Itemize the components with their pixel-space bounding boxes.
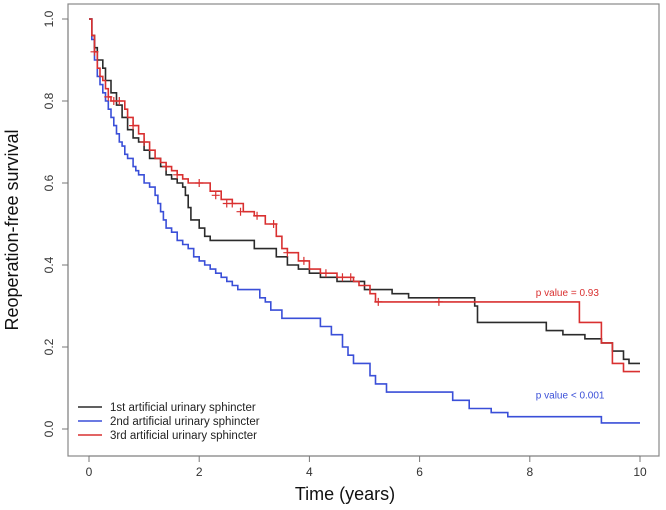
- censor-mark: [211, 191, 220, 200]
- legend-label-3rd: 3rd artificial urinary sphincter: [110, 430, 257, 442]
- censor-mark: [253, 211, 262, 220]
- censor-mark: [346, 273, 355, 282]
- y-tick-label: 0.2: [42, 338, 56, 355]
- x-tick-label: 4: [306, 465, 313, 479]
- p-value-annotation-2: p value < 0.001: [536, 390, 605, 401]
- x-tick-label: 0: [86, 465, 93, 479]
- censor-mark: [374, 297, 383, 306]
- x-tick-label: 6: [416, 465, 423, 479]
- y-tick-label: 0.0: [42, 420, 56, 437]
- censor-mark: [338, 273, 347, 282]
- legend-box: [72, 396, 302, 446]
- censor-mark: [104, 92, 113, 101]
- y-tick-label: 0.8: [42, 92, 56, 109]
- series-line-2: [89, 18, 640, 424]
- censor-mark: [236, 207, 245, 216]
- x-axis-title: Time (years): [295, 484, 395, 504]
- censor-mark: [434, 297, 443, 306]
- x-tick-label: 10: [633, 465, 647, 479]
- y-tick-label: 0.6: [42, 174, 56, 191]
- series-line-3: [89, 18, 640, 373]
- x-tick-label: 2: [196, 465, 203, 479]
- censor-mark: [115, 97, 124, 105]
- censor-mark: [90, 47, 99, 56]
- y-axis: 0.0 0.2 0.4 0.6 0.8 1.0: [42, 10, 69, 437]
- censor-mark: [195, 179, 204, 187]
- censor-mark: [283, 248, 292, 257]
- censor-mark: [173, 170, 182, 179]
- censor-mark: [299, 256, 308, 265]
- annotations: p value = 0.93 p value < 0.001: [536, 288, 605, 402]
- x-axis: 0 2 4 6 8 10: [86, 455, 647, 479]
- y-axis-title: Reoperation-free survival: [2, 129, 22, 330]
- censor-mark: [129, 121, 138, 130]
- censor-mark: [140, 138, 149, 146]
- series-layer: [89, 18, 640, 424]
- p-value-annotation-1: p value = 0.93: [536, 288, 600, 299]
- y-tick-label: 0.4: [42, 256, 56, 273]
- legend-label-1st: 1st artificial urinary sphincter: [110, 402, 256, 414]
- y-tick-label: 1.0: [42, 10, 56, 27]
- legend: 1st artificial urinary sphincter 2nd art…: [72, 396, 302, 446]
- legend-label-2nd: 2nd artificial urinary sphincter: [110, 416, 260, 428]
- censor-mark: [321, 269, 330, 278]
- plot-frame: [67, 3, 660, 457]
- censor-mark: [162, 162, 171, 171]
- censor-mark: [269, 220, 278, 228]
- x-tick-label: 8: [526, 465, 533, 479]
- censor-mark: [228, 199, 237, 208]
- series-line-1: [89, 18, 640, 365]
